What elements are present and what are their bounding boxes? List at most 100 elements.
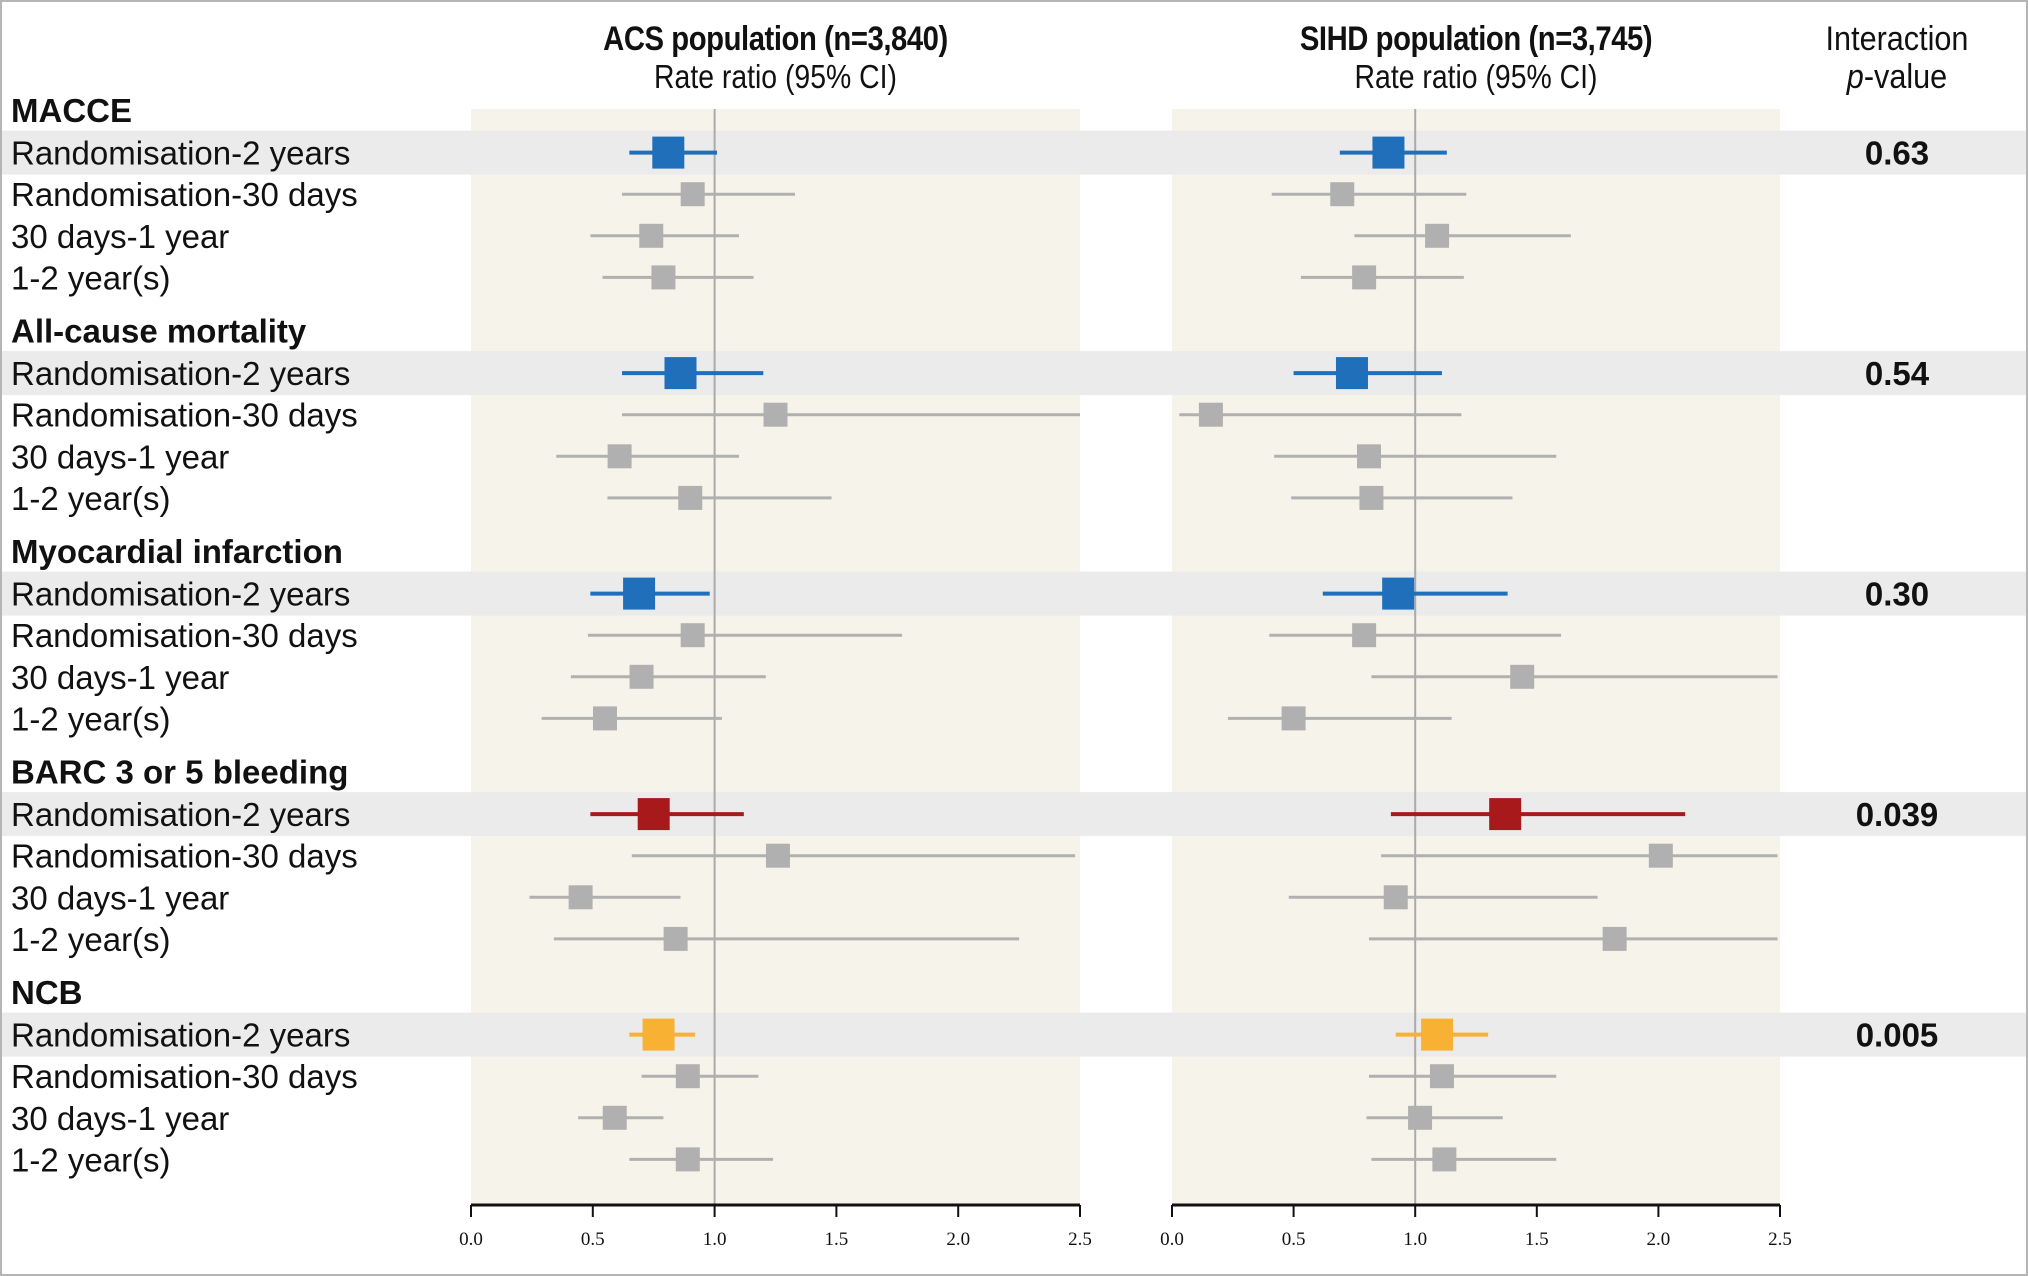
sihd-estimate-marker bbox=[1648, 843, 1673, 868]
sihd-estimate-marker bbox=[1425, 223, 1450, 248]
acs-estimate-marker bbox=[592, 706, 617, 731]
acs-title: ACS population (n=3,840) bbox=[603, 20, 948, 58]
acs-estimate-marker bbox=[642, 1018, 675, 1051]
pvalue-header-line1: Interaction bbox=[1825, 20, 1969, 58]
acs-estimate-marker bbox=[664, 357, 697, 390]
row-labels: MACCE Randomisation-2 years Randomisation-… bbox=[11, 92, 358, 1178]
sihd-estimate-marker bbox=[1372, 136, 1405, 169]
acs-estimate-marker bbox=[568, 885, 593, 910]
row-label: 30 days-1 year bbox=[11, 218, 229, 255]
sihd-estimate-marker bbox=[1198, 402, 1223, 427]
sihd-estimate-marker bbox=[1383, 885, 1408, 910]
acs-tick-label: 0.0 bbox=[459, 1229, 483, 1250]
sihd-subtitle: Rate ratio (95% CI) bbox=[1354, 58, 1598, 95]
acs-estimate-marker bbox=[680, 623, 705, 648]
sihd-tick-label: 2.0 bbox=[1647, 1229, 1671, 1250]
sihd-estimate-marker bbox=[1382, 577, 1415, 610]
acs-estimate-marker bbox=[678, 485, 703, 510]
acs-estimate-marker bbox=[675, 1064, 700, 1089]
sihd-estimate-marker bbox=[1352, 623, 1377, 648]
interaction-pvalue: 0.30 bbox=[1865, 576, 1929, 613]
sihd-estimate-marker bbox=[1281, 706, 1306, 731]
pvalue-header-line2: p-value bbox=[1794, 58, 2001, 96]
acs-tick-label: 0.5 bbox=[581, 1229, 605, 1250]
highlight-bands bbox=[2, 130, 2026, 1057]
row-label: Randomisation-2 years bbox=[11, 135, 350, 172]
pvalue-suffix: -value bbox=[1863, 58, 1948, 96]
estimates bbox=[529, 136, 1778, 1172]
interaction-pvalue: 0.005 bbox=[1856, 1017, 1939, 1054]
acs-estimate-marker bbox=[637, 798, 670, 831]
highlight-band bbox=[2, 1012, 2026, 1057]
sihd-tick-label: 1.5 bbox=[1525, 1229, 1549, 1250]
group-label: All-cause mortality bbox=[11, 313, 307, 350]
sihd-title: SIHD population (n=3,745) bbox=[1299, 20, 1653, 58]
acs-estimate-marker bbox=[607, 444, 632, 469]
row-label: 1-2 year(s) bbox=[11, 700, 171, 737]
row-label: Randomisation-2 years bbox=[11, 355, 350, 392]
row-label: 30 days-1 year bbox=[11, 879, 229, 916]
acs-subtitle: Rate ratio (95% CI) bbox=[654, 58, 897, 95]
row-label: 30 days-1 year bbox=[11, 438, 229, 475]
acs-estimate-marker bbox=[652, 136, 685, 169]
sihd-estimate-marker bbox=[1335, 357, 1368, 390]
sihd-header: SIHD population (n=3,745) Rate ratio (95… bbox=[1172, 20, 1780, 96]
acs-estimate-marker bbox=[651, 265, 676, 290]
sihd-estimate-marker bbox=[1359, 485, 1384, 510]
sihd-estimate-marker bbox=[1510, 664, 1535, 689]
p-italic: p bbox=[1846, 58, 1864, 96]
row-label: Randomisation-30 days bbox=[11, 397, 358, 434]
row-label: Randomisation-30 days bbox=[11, 176, 358, 213]
sihd-tick-label: 0.5 bbox=[1282, 1229, 1306, 1250]
group-label: BARC 3 or 5 bleeding bbox=[11, 754, 348, 791]
highlight-band bbox=[2, 130, 2026, 175]
sihd-estimate-marker bbox=[1489, 798, 1522, 831]
row-label: 1-2 year(s) bbox=[11, 921, 171, 958]
acs-tick-label: 2.0 bbox=[946, 1229, 970, 1250]
acs-estimate-marker bbox=[675, 1147, 700, 1172]
acs-tick-label: 1.5 bbox=[825, 1229, 849, 1250]
acs-estimate-marker bbox=[663, 926, 688, 951]
sihd-tick-label: 1.0 bbox=[1403, 1229, 1427, 1250]
highlight-band bbox=[2, 792, 2026, 837]
sihd-estimate-marker bbox=[1432, 1147, 1457, 1172]
acs-estimate-marker bbox=[602, 1105, 627, 1130]
sihd-estimate-marker bbox=[1352, 265, 1377, 290]
acs-estimate-marker bbox=[629, 664, 654, 689]
sihd-estimate-marker bbox=[1421, 1018, 1454, 1051]
sihd-estimate-marker bbox=[1356, 444, 1381, 469]
sihd-estimate-marker bbox=[1330, 182, 1355, 207]
acs-estimate-marker bbox=[763, 402, 788, 427]
sihd-estimate-marker bbox=[1408, 1105, 1433, 1130]
pvalue-header: Interaction p-value bbox=[1782, 20, 2012, 96]
group-label: Myocardial infarction bbox=[11, 533, 343, 570]
x-axes: 0.0 0.5 1.0 1.5 2.0 2.5 0.0 0.5 1.0 1.5 2.0 2.5 bbox=[459, 1203, 1792, 1250]
group-label: MACCE bbox=[11, 92, 132, 129]
interaction-pvalue: 0.039 bbox=[1856, 796, 1939, 833]
acs-header: ACS population (n=3,840) Rate ratio (95%… bbox=[471, 20, 1080, 96]
row-label: Randomisation-2 years bbox=[11, 796, 350, 833]
interaction-pvalue: 0.63 bbox=[1865, 135, 1929, 172]
row-label: 1-2 year(s) bbox=[11, 1141, 171, 1178]
row-label: 30 days-1 year bbox=[11, 1100, 229, 1137]
interaction-pvalues: 0.63 0.54 0.30 0.039 0.005 bbox=[1856, 135, 1939, 1054]
highlight-band bbox=[2, 571, 2026, 616]
sihd-estimate-marker bbox=[1602, 926, 1627, 951]
row-label: Randomisation-2 years bbox=[11, 576, 350, 613]
acs-estimate-marker bbox=[639, 223, 664, 248]
highlight-band bbox=[2, 351, 2026, 396]
row-label: Randomisation-30 days bbox=[11, 617, 358, 654]
row-label: 1-2 year(s) bbox=[11, 480, 171, 517]
acs-estimate-marker bbox=[623, 577, 656, 610]
row-label: Randomisation-30 days bbox=[11, 1058, 358, 1095]
row-label: 30 days-1 year bbox=[11, 659, 229, 696]
interaction-pvalue: 0.54 bbox=[1865, 355, 1930, 392]
sihd-tick-label: 2.5 bbox=[1768, 1229, 1792, 1250]
group-label: NCB bbox=[11, 974, 83, 1011]
acs-estimate-marker bbox=[680, 182, 705, 207]
sihd-tick-label: 0.0 bbox=[1160, 1229, 1184, 1250]
acs-tick-label: 1.0 bbox=[703, 1229, 727, 1250]
acs-estimate-marker bbox=[765, 843, 790, 868]
